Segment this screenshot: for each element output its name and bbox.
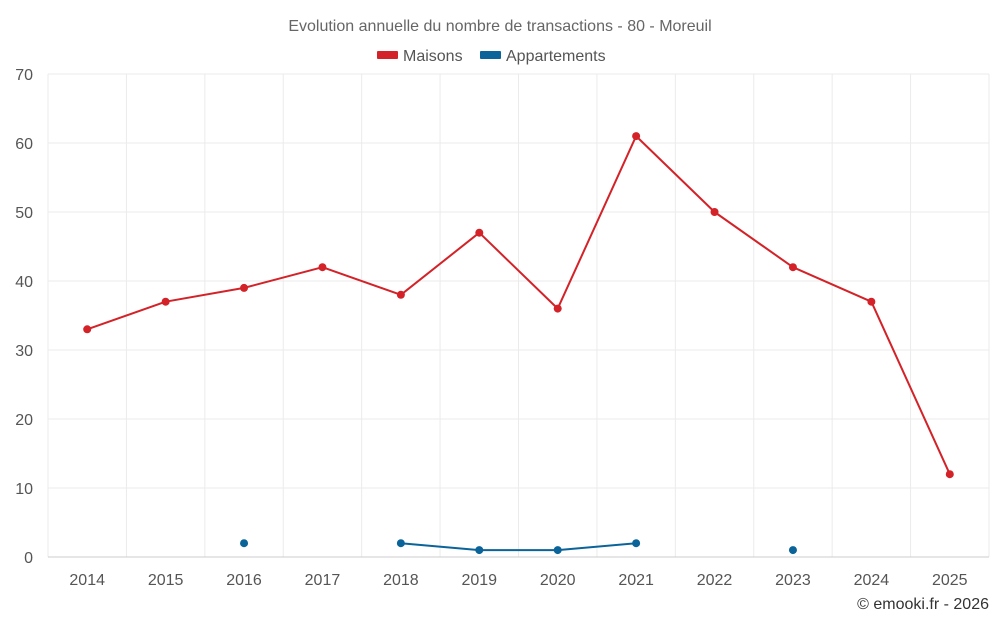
legend: Maisons Appartements [377, 48, 606, 65]
chart-title: Evolution annuelle du nombre de transact… [288, 18, 711, 35]
x-tick-label-2016: 2016 [226, 572, 262, 589]
legend-item-maisons[interactable]: Maisons [377, 48, 463, 65]
point-maisons-2020[interactable] [553, 304, 562, 313]
series-line-maisons [86, 135, 951, 475]
point-maisons-2022[interactable] [710, 208, 719, 216]
y-tick-label: 30 [15, 343, 33, 360]
legend-label-appartements: Appartements [506, 48, 606, 65]
y-axis: 0 10 20 30 40 50 60 70 [15, 67, 33, 567]
legend-swatch-appartements [480, 51, 501, 59]
point-appartements-2019[interactable] [475, 546, 484, 555]
point-maisons-2021[interactable] [632, 132, 641, 141]
credit: © emooki.fr - 2026 [857, 596, 989, 613]
x-tick-label-2022: 2022 [697, 572, 733, 589]
y-tick-label: 20 [15, 412, 33, 429]
x-tick-label-2024: 2024 [854, 572, 890, 589]
series-line-appartements [400, 542, 637, 552]
x-tick-label-2020: 2020 [540, 572, 576, 589]
point-maisons-2015[interactable] [161, 297, 170, 306]
point-maisons-2024[interactable] [867, 297, 876, 306]
point-maisons-2025[interactable] [945, 470, 954, 479]
point-maisons-2014[interactable] [83, 325, 92, 334]
point-appartements-2018[interactable] [396, 539, 405, 548]
gridlines [47, 73, 990, 558]
x-axis: 2014 2015 2016 2017 2018 2019 2020 2021 2022 2023… [48, 556, 989, 589]
point-maisons-2017[interactable] [318, 263, 327, 272]
legend-swatch-maisons [377, 51, 398, 59]
y-tick-label: 40 [15, 274, 33, 291]
x-tick-label-2018: 2018 [383, 572, 419, 589]
y-tick-label: 50 [15, 205, 33, 222]
y-tick-label: 0 [24, 550, 33, 567]
point-maisons-2023[interactable] [788, 263, 797, 272]
x-tick-label-2017: 2017 [305, 572, 341, 589]
x-tick-label-2021: 2021 [618, 572, 654, 589]
legend-item-appartements[interactable]: Appartements [480, 48, 606, 65]
y-tick-label: 70 [15, 67, 33, 84]
point-appartements-2020[interactable] [553, 546, 562, 555]
series-appartements [240, 539, 797, 555]
x-tick-label-2025: 2025 [932, 572, 968, 589]
x-tick-label-2023: 2023 [775, 572, 811, 589]
point-appartements-2023[interactable] [788, 546, 797, 555]
y-tick-label: 60 [15, 136, 33, 153]
x-tick-label-2014: 2014 [69, 572, 105, 589]
legend-label-maisons: Maisons [403, 48, 463, 65]
y-tick-label: 10 [15, 481, 33, 498]
series-maisons [83, 132, 954, 479]
point-appartements-2016[interactable] [240, 539, 249, 548]
x-tick-label-2015: 2015 [148, 572, 184, 589]
point-maisons-2016[interactable] [240, 283, 249, 292]
point-maisons-2019[interactable] [475, 228, 484, 237]
plot-area [83, 132, 954, 555]
x-tick-label-2019: 2019 [461, 572, 497, 589]
point-appartements-2021[interactable] [632, 539, 641, 548]
point-maisons-2018[interactable] [396, 290, 405, 299]
